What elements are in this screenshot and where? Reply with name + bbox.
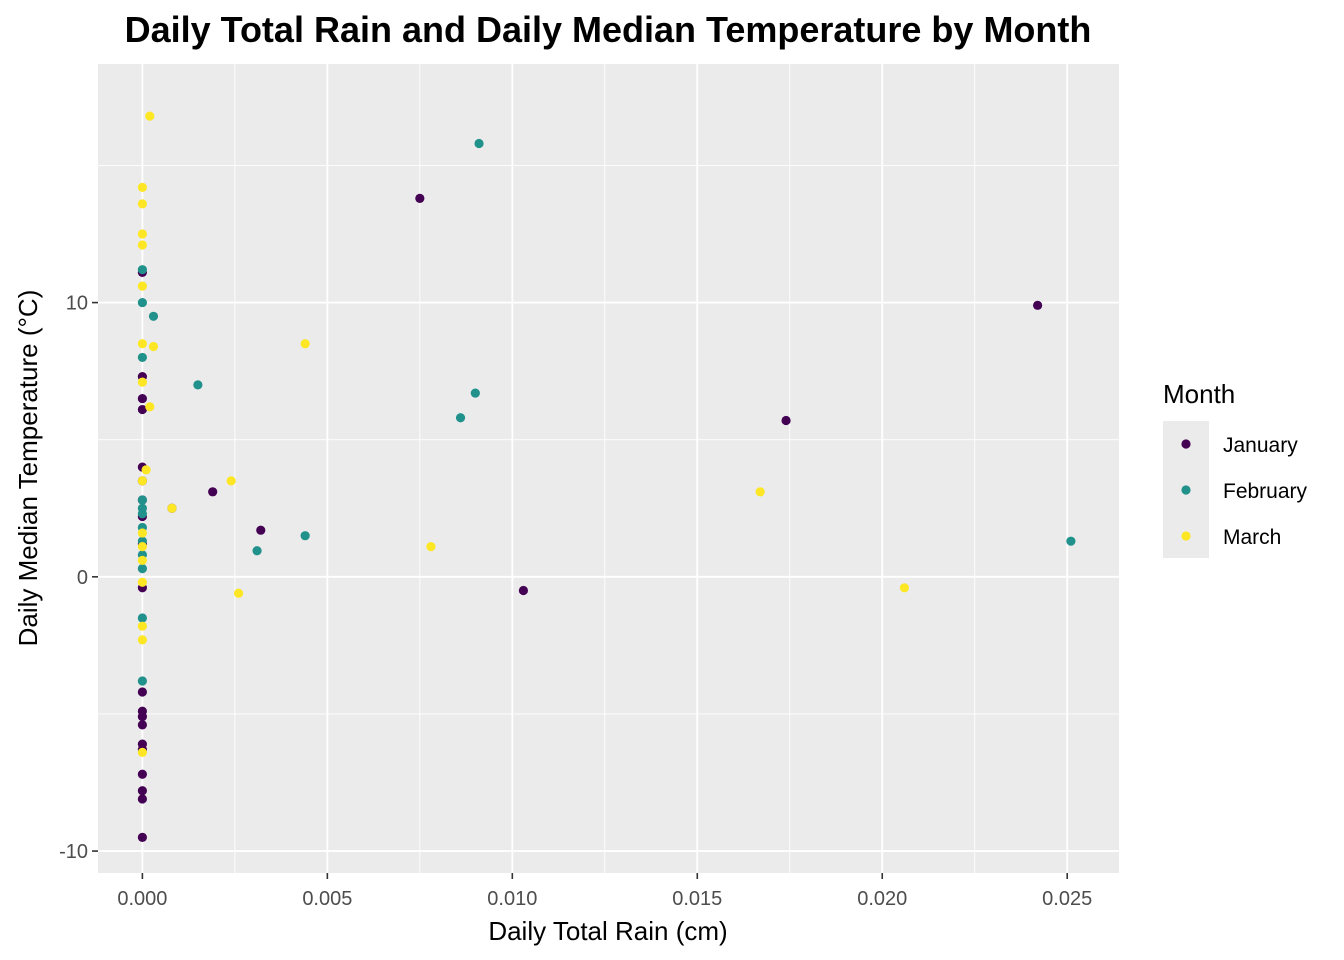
data-point-march	[300, 339, 310, 349]
y-axis-ticks: -10 0 10	[59, 293, 98, 863]
data-point-march	[137, 240, 147, 250]
data-point-february	[470, 388, 480, 398]
data-point-february	[137, 563, 147, 574]
data-point-march	[137, 747, 147, 757]
data-point-march	[226, 476, 236, 486]
data-point-january	[137, 832, 147, 842]
data-point-march	[148, 341, 159, 352]
data-point-march	[167, 503, 177, 513]
y-axis-title: Daily Median Temperature (°C)	[13, 290, 43, 647]
x-tick-label: 0.010	[487, 888, 537, 910]
data-point-february	[193, 380, 203, 390]
data-point-january	[415, 193, 425, 203]
data-point-january	[1033, 300, 1043, 310]
data-point-march	[137, 377, 147, 387]
plot-panel	[98, 64, 1119, 873]
data-point-march	[137, 542, 147, 552]
x-tick-label: 0.020	[857, 888, 907, 910]
data-point-february	[252, 546, 262, 556]
legend-label-february: February	[1223, 480, 1308, 503]
x-tick-label: 0.015	[672, 888, 722, 910]
data-point-february	[137, 676, 147, 686]
data-point-january	[256, 525, 266, 535]
y-tick-label: -10	[59, 841, 88, 863]
data-point-march	[137, 229, 147, 239]
x-axis-ticks: 0.000 0.005 0.010 0.015 0.020 0.025	[117, 873, 1092, 910]
data-point-february	[148, 311, 159, 321]
data-point-march	[899, 583, 910, 593]
data-point-january	[137, 720, 147, 730]
data-point-march	[137, 528, 147, 538]
data-point-february	[137, 613, 147, 623]
legend-key-march	[1181, 531, 1191, 541]
data-point-january	[781, 415, 791, 426]
data-point-march	[137, 476, 147, 486]
data-point-march	[137, 281, 147, 291]
data-point-february	[455, 413, 466, 423]
legend-label-march: March	[1223, 526, 1281, 549]
data-point-january	[137, 769, 147, 779]
data-point-march	[145, 111, 155, 121]
chart-title: Daily Total Rain and Daily Median Temper…	[125, 9, 1092, 50]
x-axis-title: Daily Total Rain (cm)	[488, 916, 727, 946]
data-point-march	[233, 588, 244, 598]
data-point-march	[426, 542, 436, 552]
data-point-january	[208, 487, 218, 497]
data-point-february	[300, 531, 310, 541]
legend-title: Month	[1163, 379, 1235, 409]
data-point-march	[137, 621, 147, 631]
x-tick-label: 0.005	[302, 888, 352, 910]
data-point-march	[137, 339, 147, 349]
data-point-january	[137, 786, 147, 796]
x-tick-label: 0.025	[1042, 888, 1092, 910]
y-tick-label: 0	[77, 567, 88, 589]
legend-key-january	[1181, 439, 1191, 449]
data-point-march	[137, 199, 147, 209]
data-point-march	[137, 635, 147, 645]
data-point-february	[137, 509, 147, 519]
data-point-january	[137, 712, 147, 722]
legend-key-february	[1181, 485, 1191, 495]
data-points	[137, 111, 1076, 842]
data-point-march	[137, 182, 147, 193]
data-point-march	[141, 465, 151, 475]
data-point-february	[137, 265, 147, 275]
data-point-january	[137, 687, 147, 697]
legend-items: January February March	[1181, 434, 1308, 549]
data-point-march	[755, 487, 765, 497]
data-point-january	[137, 404, 147, 415]
data-point-march	[137, 577, 147, 587]
major-gridlines	[98, 64, 1119, 873]
data-point-march	[145, 402, 155, 412]
x-tick-label: 0.000	[117, 888, 167, 910]
data-point-january	[137, 794, 147, 804]
data-point-march	[137, 555, 147, 565]
y-tick-label: 10	[66, 293, 88, 315]
data-point-february	[474, 138, 484, 149]
data-point-february	[1066, 536, 1076, 546]
data-point-february	[137, 352, 147, 363]
legend: Month January February March	[1163, 379, 1308, 558]
legend-label-january: January	[1223, 434, 1298, 457]
data-point-january	[137, 393, 147, 404]
data-point-february	[137, 297, 147, 308]
data-point-february	[137, 495, 147, 505]
data-point-january	[518, 585, 529, 596]
